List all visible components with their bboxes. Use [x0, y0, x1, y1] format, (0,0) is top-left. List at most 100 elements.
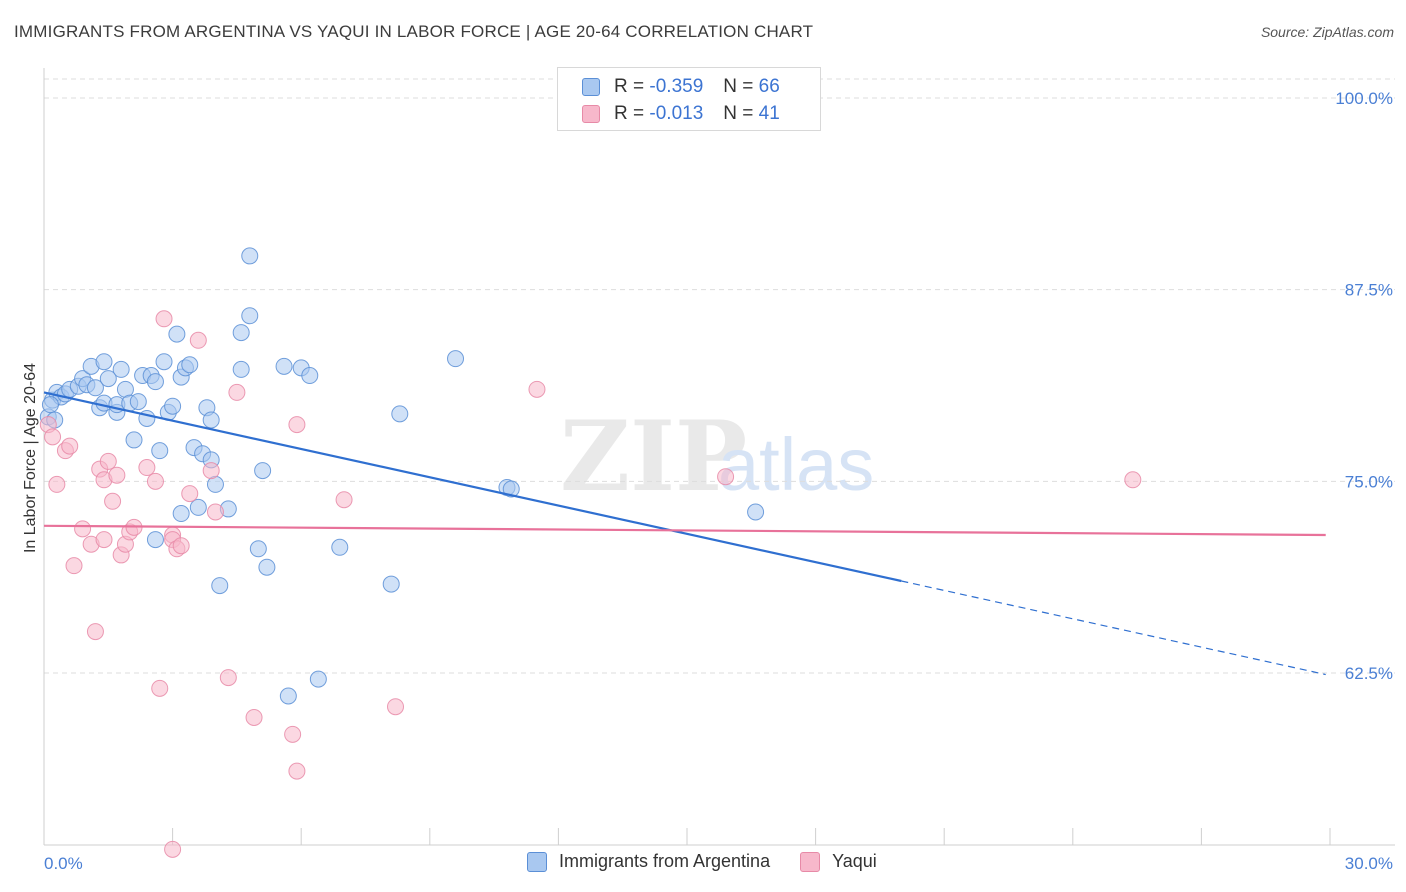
point-argentina [146, 531, 164, 549]
legend-swatch-pink [582, 105, 600, 123]
trend-lines [43, 391, 1326, 676]
point-argentina [151, 442, 169, 460]
legend-stats: R = -0.359 N = 66 R = -0.013 N = 41 [557, 67, 821, 131]
y-tick-label: 62.5% [1345, 664, 1393, 683]
point-argentina [309, 670, 327, 688]
point-argentina [447, 350, 465, 368]
y-tick-label: 100.0% [1335, 89, 1393, 108]
legend-n-value: 66 [758, 76, 780, 97]
point-yaqui [86, 623, 104, 641]
x-tick-label: 0.0% [44, 854, 83, 873]
legend-item-yaqui: Yaqui [800, 851, 877, 872]
point-argentina [155, 353, 173, 371]
point-argentina [249, 540, 267, 558]
point-yaqui [164, 840, 182, 858]
legend-series: Immigrants from Argentina Yaqui [527, 851, 907, 872]
point-yaqui [189, 331, 207, 349]
point-argentina [112, 360, 130, 378]
point-argentina [211, 577, 229, 595]
point-argentina [232, 324, 250, 342]
point-yaqui [65, 557, 83, 575]
chart-title: IMMIGRANTS FROM ARGENTINA VS YAQUI IN LA… [14, 22, 814, 41]
point-argentina [241, 247, 259, 265]
y-tick-label: 75.0% [1345, 472, 1393, 491]
point-yaqui [48, 475, 66, 493]
point-argentina [202, 411, 220, 429]
point-yaqui [155, 310, 173, 328]
legend-row-argentina: R = -0.359 N = 66 [582, 74, 780, 100]
x-tick-label: 30.0% [1345, 854, 1393, 873]
trend-line-argentina-extension [901, 580, 1326, 676]
legend-swatch-blue [582, 78, 600, 96]
point-yaqui [172, 537, 190, 555]
point-argentina [279, 687, 297, 705]
point-yaqui [61, 437, 79, 455]
point-yaqui [151, 679, 169, 697]
point-argentina [125, 431, 143, 449]
point-yaqui [387, 698, 405, 716]
trend-line-argentina [43, 391, 902, 583]
axes: 62.5% 75.0% 87.5% 100.0% 0.0% 30.0% [43, 68, 1395, 873]
point-argentina [232, 360, 250, 378]
point-yaqui [335, 491, 353, 509]
legend-r-value: -0.013 [649, 103, 704, 124]
watermark-atlas: atlas [718, 423, 874, 506]
point-argentina [129, 393, 147, 411]
y-axis-label: In Labor Force | Age 20-64 [22, 363, 39, 553]
point-argentina [241, 307, 259, 325]
point-yaqui [138, 459, 156, 477]
point-yaqui [245, 708, 263, 726]
point-yaqui [44, 428, 62, 446]
legend-row-yaqui: R = -0.013 N = 41 [582, 101, 780, 127]
point-argentina [275, 357, 293, 375]
point-argentina [391, 405, 409, 423]
legend-r-label: R = [614, 103, 645, 124]
legend-label-argentina: Immigrants from Argentina [559, 851, 771, 871]
legend-r-label: R = [614, 76, 645, 97]
point-argentina [382, 575, 400, 593]
point-argentina [95, 353, 113, 371]
point-argentina [164, 397, 182, 415]
legend-swatch-blue [527, 851, 547, 872]
point-yaqui [528, 380, 546, 398]
point-yaqui [146, 472, 164, 490]
point-yaqui [717, 468, 735, 486]
legend-n-label: N = [723, 76, 754, 97]
point-argentina [99, 370, 117, 388]
trend-line-yaqui [43, 524, 1326, 537]
y-tick-label: 87.5% [1345, 281, 1393, 300]
point-argentina [189, 498, 207, 516]
watermark-zip: ZIP [560, 400, 747, 513]
point-argentina [146, 373, 164, 391]
point-argentina [168, 325, 186, 343]
legend-item-argentina: Immigrants from Argentina [527, 851, 770, 872]
point-yaqui [202, 462, 220, 480]
point-argentina [172, 505, 190, 523]
point-yaqui [1124, 471, 1142, 489]
point-yaqui [206, 503, 224, 521]
point-yaqui [74, 520, 92, 538]
point-yaqui [288, 416, 306, 434]
points [39, 247, 1142, 858]
point-argentina [181, 356, 199, 374]
point-yaqui [99, 452, 117, 470]
point-yaqui [219, 669, 237, 687]
point-argentina [41, 396, 59, 414]
legend-n-value: 41 [758, 103, 780, 124]
point-argentina [331, 538, 349, 556]
chart-source: Source: ZipAtlas.com [1260, 24, 1394, 40]
point-yaqui [104, 492, 122, 510]
point-argentina [254, 462, 272, 480]
legend-label-yaqui: Yaqui [832, 851, 877, 871]
point-yaqui [95, 531, 113, 549]
watermark: ZIP atlas [560, 400, 874, 513]
point-argentina [747, 503, 765, 521]
legend-r-value: -0.359 [649, 76, 704, 97]
legend-swatch-pink [800, 851, 821, 872]
legend-n-label: N = [723, 103, 754, 124]
point-yaqui [181, 485, 199, 503]
point-argentina [301, 367, 319, 385]
point-yaqui [284, 725, 302, 743]
point-yaqui [288, 762, 306, 780]
